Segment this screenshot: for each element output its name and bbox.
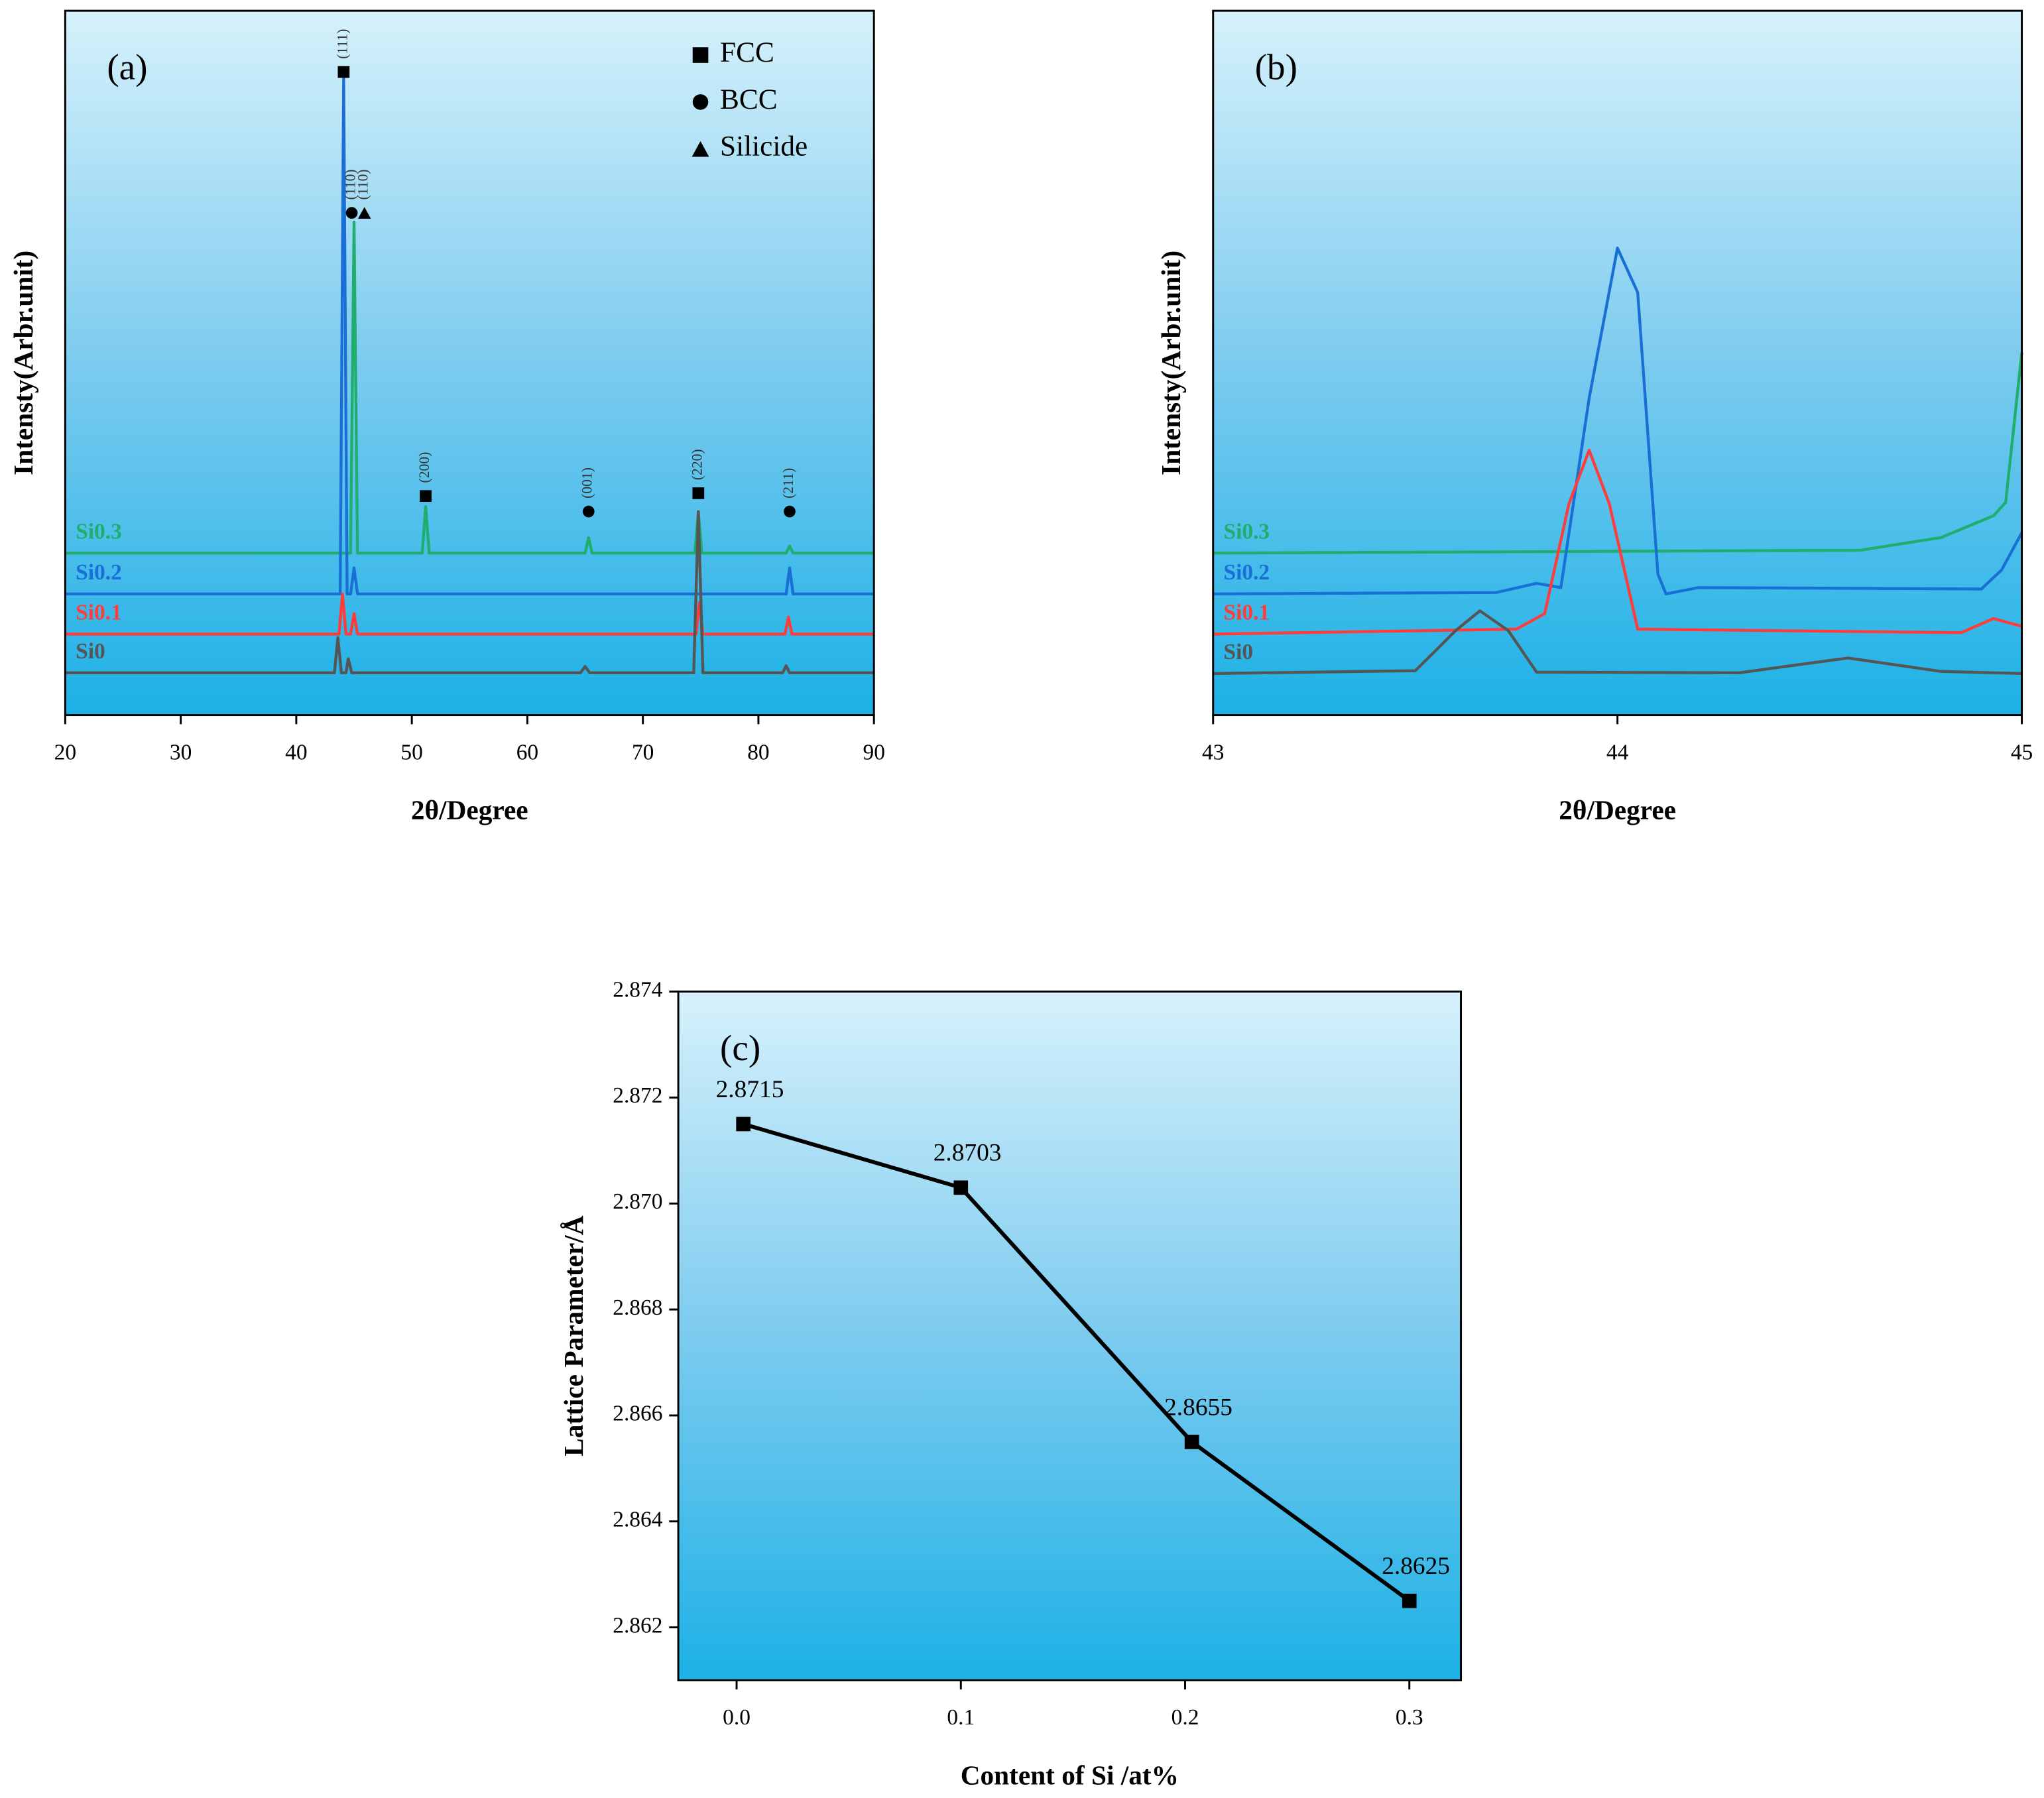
plot-frame	[677, 990, 1463, 1681]
series-line	[1213, 609, 2022, 676]
marker-circle	[582, 505, 595, 518]
series-line	[1213, 247, 2023, 596]
x-axis-label: 2θ/Degree	[411, 795, 528, 825]
plot-background	[678, 991, 1461, 1681]
marker-triangle	[691, 141, 709, 157]
x-tick-label: 45	[2011, 740, 2033, 764]
x-tick-label: 90	[863, 740, 884, 764]
series-label: Si0.1	[76, 601, 122, 625]
series-line	[65, 592, 874, 636]
annotation-label: (211)	[780, 468, 796, 499]
marker-square	[420, 490, 432, 503]
y-tick-label: 2.864	[613, 1507, 663, 1531]
annotation-label: (200)	[416, 452, 432, 483]
annotation-label: (111)	[334, 29, 350, 59]
x-tick-label: 43	[1202, 740, 1224, 764]
x-tick-label: 60	[516, 740, 538, 764]
marker-square	[692, 47, 709, 63]
plot-frame	[1212, 9, 2023, 717]
series-label: Si0.2	[1223, 560, 1270, 585]
series-line	[1213, 448, 2023, 636]
marker-square	[337, 66, 350, 78]
y-tick-label: 2.862	[613, 1613, 662, 1638]
panel-label: (a)	[107, 46, 147, 87]
panel-label: (c)	[720, 1028, 760, 1068]
annotation-label: (001)	[579, 467, 595, 499]
series-line	[65, 510, 874, 675]
series-line	[65, 220, 874, 555]
marker-square	[1402, 1593, 1417, 1608]
series-line	[65, 76, 874, 596]
y-tick-label: 2.872	[613, 1083, 662, 1108]
x-tick-label: 40	[285, 740, 307, 764]
x-tick-label: 0.3	[1396, 1705, 1423, 1730]
y-tick-label: 2.874	[613, 977, 663, 1002]
y-tick-label: 2.870	[613, 1189, 662, 1214]
series-line	[1213, 352, 2023, 555]
data-label: 2.8655	[1164, 1394, 1232, 1421]
marker-circle	[784, 505, 796, 518]
legend-label: BCC	[720, 84, 778, 115]
x-tick-label: 44	[1606, 740, 1629, 764]
x-tick-label: 0.2	[1172, 1705, 1199, 1730]
legend-label: FCC	[720, 36, 774, 68]
x-tick-label: 20	[54, 740, 76, 764]
marker-square	[1184, 1435, 1199, 1449]
plot-background	[65, 11, 874, 715]
y-tick-label: 2.866	[613, 1402, 662, 1426]
marker-triangle	[357, 207, 371, 219]
x-tick-label: 0.0	[723, 1705, 751, 1730]
x-tick-label: 80	[747, 740, 769, 764]
series-label: Si0.3	[76, 519, 122, 544]
annotation-label: (110)	[343, 169, 359, 200]
series-label: Si0.3	[1223, 519, 1270, 544]
plot-background	[1213, 11, 2022, 715]
legend-label: Silicide	[720, 131, 808, 162]
series-label: Si0	[1223, 640, 1253, 664]
series-label: Si0.2	[76, 560, 122, 585]
marker-square	[692, 487, 705, 499]
data-label: 2.8625	[1382, 1553, 1450, 1580]
x-tick-label: 0.1	[947, 1705, 975, 1730]
data-label: 2.8715	[716, 1076, 784, 1103]
y-axis-label: Intensty(Arbr.unit)	[1156, 251, 1187, 475]
series-label: Si0.1	[1223, 601, 1270, 625]
x-axis-label: Content of Si /at%	[961, 1760, 1179, 1791]
x-tick-label: 70	[632, 740, 654, 764]
marker-circle	[345, 207, 358, 219]
series-line	[743, 1122, 1411, 1603]
series-label: Si0	[76, 639, 105, 664]
x-tick-label: 50	[400, 740, 422, 764]
y-tick-label: 2.868	[613, 1295, 662, 1320]
annotation-label: (220)	[689, 449, 705, 480]
annotation-label: (110)	[355, 169, 371, 200]
data-label: 2.8703	[933, 1140, 1002, 1167]
marker-square	[736, 1116, 751, 1132]
x-tick-label: 30	[170, 740, 192, 764]
marker-circle	[692, 94, 709, 110]
y-axis-label: Lattice Parameter/Å	[558, 1215, 589, 1457]
y-axis-label: Intensty(Arbr.unit)	[8, 251, 39, 475]
marker-square	[953, 1180, 969, 1195]
x-axis-label: 2θ/Degree	[1559, 795, 1676, 825]
plot-frame	[64, 9, 875, 717]
panel-label: (b)	[1255, 46, 1297, 87]
